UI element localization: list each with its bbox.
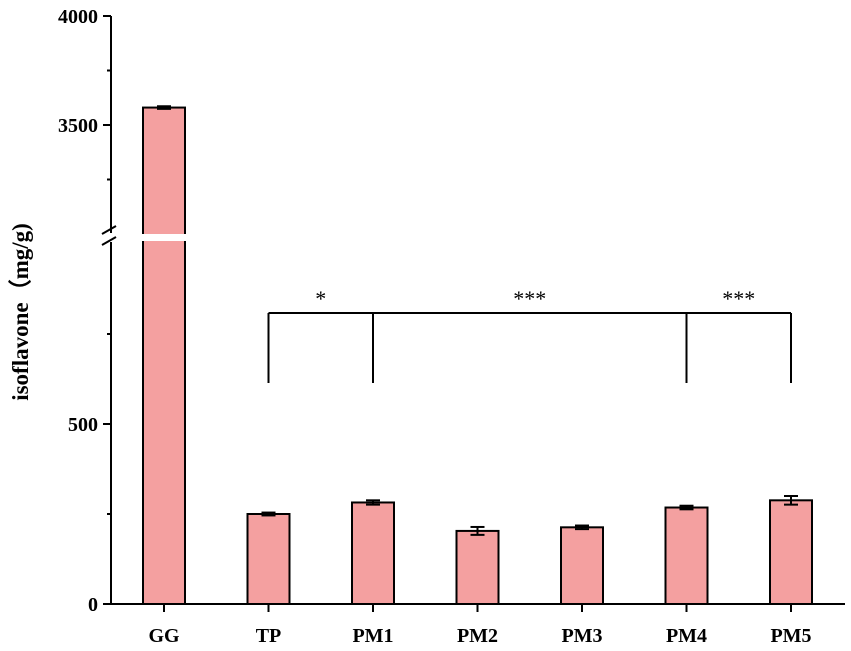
x-tick-label: TP <box>256 625 282 647</box>
bar-PM4 <box>664 506 709 605</box>
x-tick-label: GG <box>148 625 180 647</box>
axis-break-mark <box>101 236 117 246</box>
bar-PM1 <box>351 501 395 606</box>
y-tick-label: 4000 <box>58 6 98 28</box>
y-tick-label: 3500 <box>58 115 98 137</box>
error-bar-PM3 <box>575 524 589 531</box>
y-tick-label: 500 <box>68 414 98 436</box>
x-tick-label: PM4 <box>666 625 707 647</box>
error-bar-PM5 <box>784 495 798 506</box>
x-tick-label: PM5 <box>770 625 811 647</box>
x-tick-label: PM1 <box>352 625 393 647</box>
significance-label: *** <box>513 286 546 311</box>
bar-PM3 <box>560 526 604 606</box>
error-bar-TP <box>261 511 276 517</box>
bar-PM2 <box>455 529 500 605</box>
bar-PM5 <box>769 499 813 606</box>
x-tick-label: PM3 <box>561 625 602 647</box>
axis-break-gap <box>105 234 187 241</box>
y-axis-label: isoflavone（mg/g) <box>7 223 33 401</box>
y-tick-label: 0 <box>88 594 98 616</box>
x-tick-label: PM2 <box>457 625 498 647</box>
error-bar-PM1 <box>366 499 380 506</box>
significance-label: *** <box>722 286 755 311</box>
significance-label: * <box>315 286 326 311</box>
axis-break-mark <box>101 225 117 235</box>
bar-GG <box>142 106 186 605</box>
error-bar-GG <box>157 105 171 110</box>
error-bar-PM2 <box>470 525 485 536</box>
error-bar-PM4 <box>679 504 694 511</box>
bar-TP <box>246 513 291 605</box>
